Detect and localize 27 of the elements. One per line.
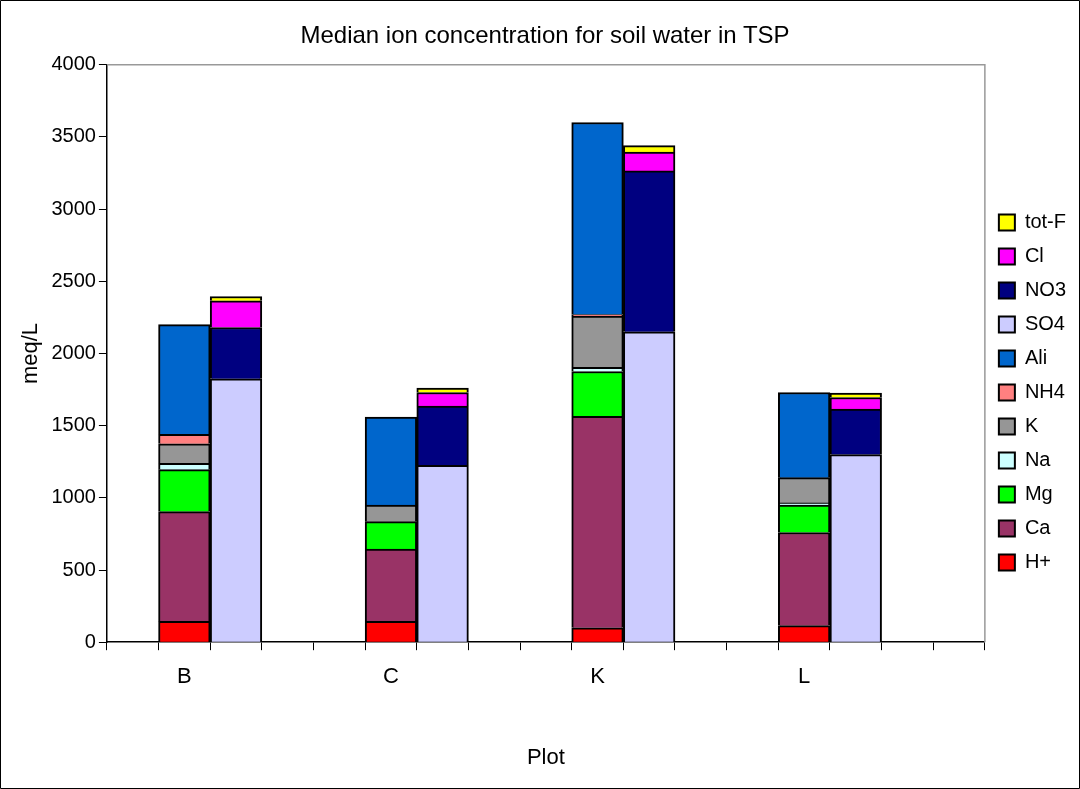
legend-label: Cl bbox=[1024, 244, 1044, 267]
legend-label: NO3 bbox=[1024, 278, 1066, 301]
y-tick-label: 3500 bbox=[51, 124, 96, 147]
y-tick-label: 0 bbox=[84, 629, 96, 652]
y-tick-label: 1500 bbox=[51, 413, 96, 436]
y-tick-label: 500 bbox=[62, 557, 96, 580]
y-tick-label: 4000 bbox=[51, 52, 96, 75]
legend-label: Mg bbox=[1024, 482, 1053, 505]
legend-label: tot-F bbox=[1024, 210, 1066, 233]
y-tick-label: 2000 bbox=[51, 341, 96, 364]
legend-label: NH4 bbox=[1024, 380, 1065, 403]
x-tick-label: B bbox=[177, 663, 192, 689]
legend-label: Ca bbox=[1024, 516, 1052, 539]
x-axis-title: Plot bbox=[526, 743, 565, 769]
legend-label: SO4 bbox=[1024, 312, 1065, 335]
y-tick-label: 1000 bbox=[51, 485, 96, 508]
x-tick-label: L bbox=[797, 663, 811, 689]
x-tick-label: C bbox=[383, 663, 399, 689]
legend-label: Na bbox=[1024, 448, 1052, 471]
legend-label: K bbox=[1024, 414, 1039, 437]
y-axis-title: meq/L bbox=[17, 322, 43, 385]
x-tick-label: K bbox=[590, 663, 606, 689]
legend-label: H+ bbox=[1024, 550, 1051, 573]
y-tick-label: 2500 bbox=[51, 268, 96, 291]
legend-label: Ali bbox=[1024, 346, 1048, 369]
chart-title: Median ion concentration for soil water in TSP bbox=[300, 21, 790, 49]
y-tick-label: 3000 bbox=[51, 196, 96, 219]
